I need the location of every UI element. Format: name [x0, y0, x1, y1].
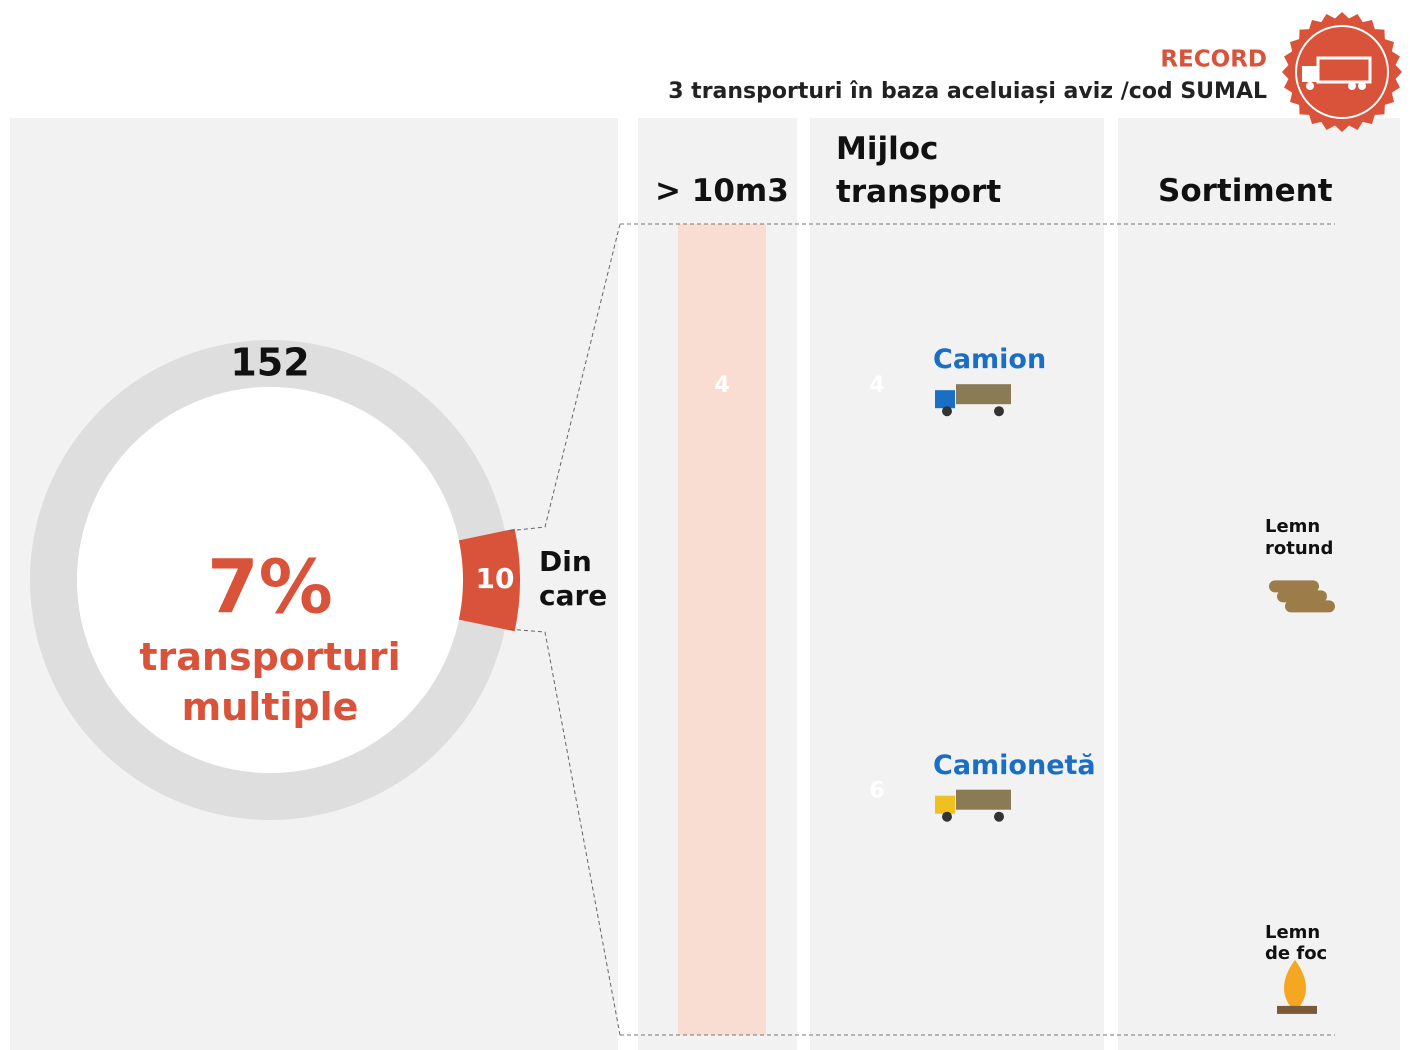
segment-name: Camion	[933, 344, 1046, 376]
value-label: 6	[869, 779, 884, 804]
icon	[994, 812, 1004, 822]
icon	[1285, 600, 1335, 612]
icon	[942, 406, 952, 416]
annotation: Din care	[539, 545, 619, 612]
infographic: RECORD 3 transporturi în baza aceluiași …	[0, 0, 1410, 1050]
column-title: Mijloc transport	[836, 128, 1036, 214]
icon	[935, 390, 955, 408]
icon	[935, 796, 955, 814]
subtitle: 3 transporturi în baza aceluiași aviz /c…	[668, 79, 1267, 104]
share-label: 7%	[207, 545, 333, 631]
column-title: Sortiment	[1158, 170, 1358, 213]
badge-text: RECORD	[1160, 47, 1267, 73]
icon	[942, 812, 952, 822]
value-label: 4	[869, 373, 884, 398]
segment-name: Lemn rotund	[1265, 516, 1345, 559]
caption: transporturi multiple	[120, 632, 420, 732]
chart: RECORD 3 transporturi în baza aceluiași …	[0, 0, 1410, 1050]
record-badge	[1282, 12, 1402, 132]
icon	[956, 384, 1011, 404]
panel	[810, 118, 1104, 1050]
value-label: 4	[714, 373, 729, 398]
icon	[1277, 1006, 1317, 1014]
segment-name: Lemn de foc	[1265, 922, 1345, 965]
panel	[1118, 118, 1400, 1050]
icon	[994, 406, 1004, 416]
donut-total: 152	[230, 341, 309, 385]
segment-label: 10	[476, 562, 515, 595]
track	[678, 224, 766, 1035]
column-title: > 10m3	[655, 170, 795, 213]
icon	[956, 790, 1011, 810]
segment-name: Camionetă	[933, 750, 1096, 782]
